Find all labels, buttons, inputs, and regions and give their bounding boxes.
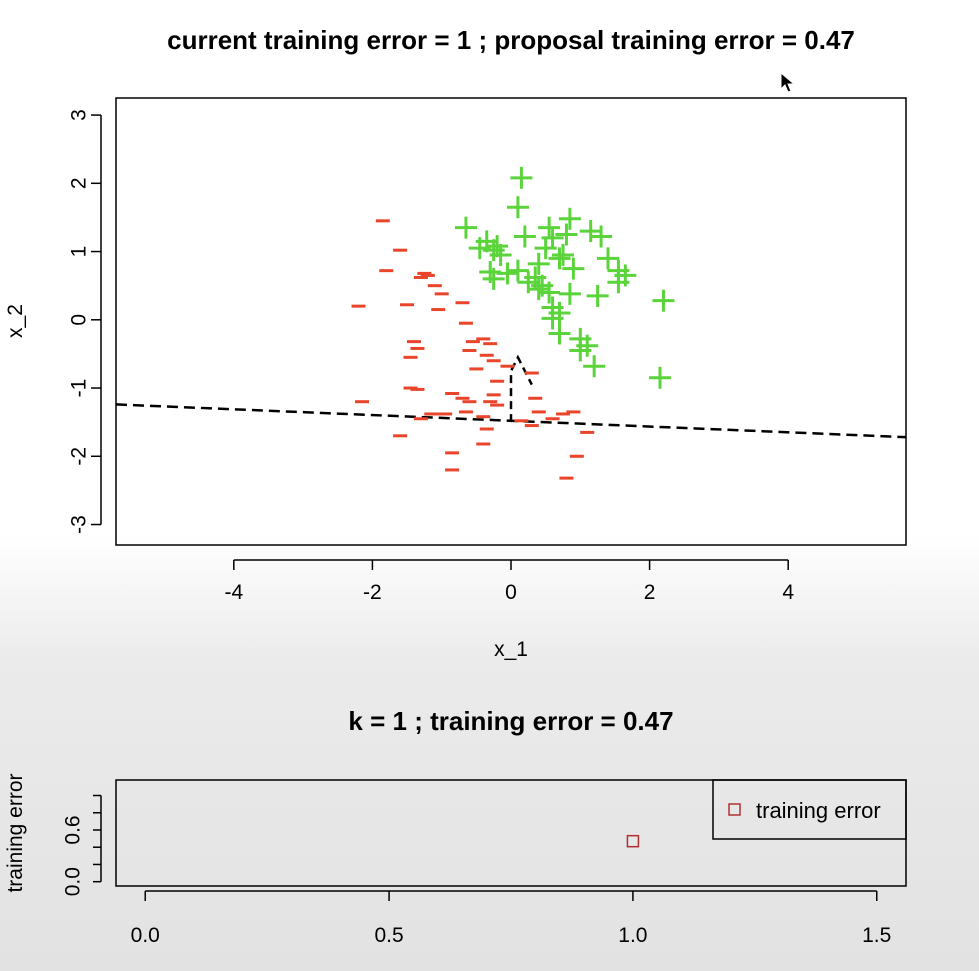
scatter-plot-frame [115,97,907,546]
positive-point [648,366,671,389]
positive-point [482,267,505,290]
positive-point [513,225,536,248]
x-tick-label: 0.0 [131,924,160,947]
positive-point [597,247,620,270]
positive-point [562,257,585,280]
error-y-axis: 0.0 0.6 [62,794,102,896]
scatter-x-label: x_1 [494,638,528,661]
error-x-axis: 0.0 0.5 1.0 1.5 [131,890,891,947]
scatter-plot-title: current training error = 1 ; proposal tr… [167,25,855,55]
legend-square-icon [728,803,741,816]
positive-point [548,322,571,345]
positive-point [548,247,571,270]
legend-box [712,779,907,840]
x-tick-label: 0.5 [374,924,403,947]
x-tick-label: -4 [224,581,243,604]
positive-point [569,339,592,362]
positive-point [652,289,675,312]
positive-point [579,220,602,243]
decision-boundary [115,354,907,439]
x-tick-label: 2 [644,581,656,604]
positive-point [527,252,550,275]
data-points [351,166,675,480]
positive-point [489,243,512,266]
y-tick-label: 2 [68,177,91,189]
positive-point [527,278,550,301]
x-tick-label: 1.5 [862,924,891,947]
scatter-y-axis: -3 -2 -1 0 1 2 3 [68,109,102,534]
positive-point [496,262,519,285]
positive-point [510,166,533,189]
y-tick-label: 0.0 [62,867,85,896]
error-points [626,834,640,848]
x-tick-label: 1.0 [618,924,647,947]
positive-point [551,243,574,266]
positive-point [558,207,581,230]
x-tick-label: 4 [782,581,794,604]
error-y-label: training error [4,773,27,892]
positive-point [538,281,561,304]
y-tick-label: 0.6 [62,815,85,844]
boundary-polyline [509,354,533,423]
error-plot-title: k = 1 ; training error = 0.47 [348,706,673,736]
positive-point [538,216,561,239]
positive-point [475,230,498,253]
y-tick-label: -3 [68,515,91,534]
scatter-plot: current training error = 1 ; proposal tr… [4,25,907,661]
positive-point [486,235,509,258]
positive-point [534,237,557,260]
y-tick-label: 0 [68,314,91,326]
y-tick-label: 3 [68,109,91,121]
x-tick-label: 0 [505,581,517,604]
y-tick-label: 1 [68,246,91,258]
y-tick-label: -2 [68,447,91,466]
scatter-x-axis: -4 -2 0 2 4 [224,559,794,604]
positive-point [454,216,477,239]
positive-point [558,282,581,305]
positive-point [506,196,529,219]
positive-point [590,225,613,248]
positive-point [555,223,578,246]
y-tick-label: -1 [68,379,91,398]
positive-point [607,271,630,294]
positive-point [541,307,564,330]
error-plot-frame [115,779,907,887]
x-tick-label: -2 [363,581,382,604]
mouse-cursor-icon [780,72,796,93]
positive-point [506,259,529,282]
positive-point [586,284,609,307]
scatter-y-label: x_2 [4,304,27,338]
positive-point [583,355,606,378]
error-point [626,834,640,848]
legend-label: training error [756,798,881,823]
legend: training error [712,779,907,840]
error-plot: k = 1 ; training error = 0.47 0.0 0.5 1.0 1… [4,706,907,947]
